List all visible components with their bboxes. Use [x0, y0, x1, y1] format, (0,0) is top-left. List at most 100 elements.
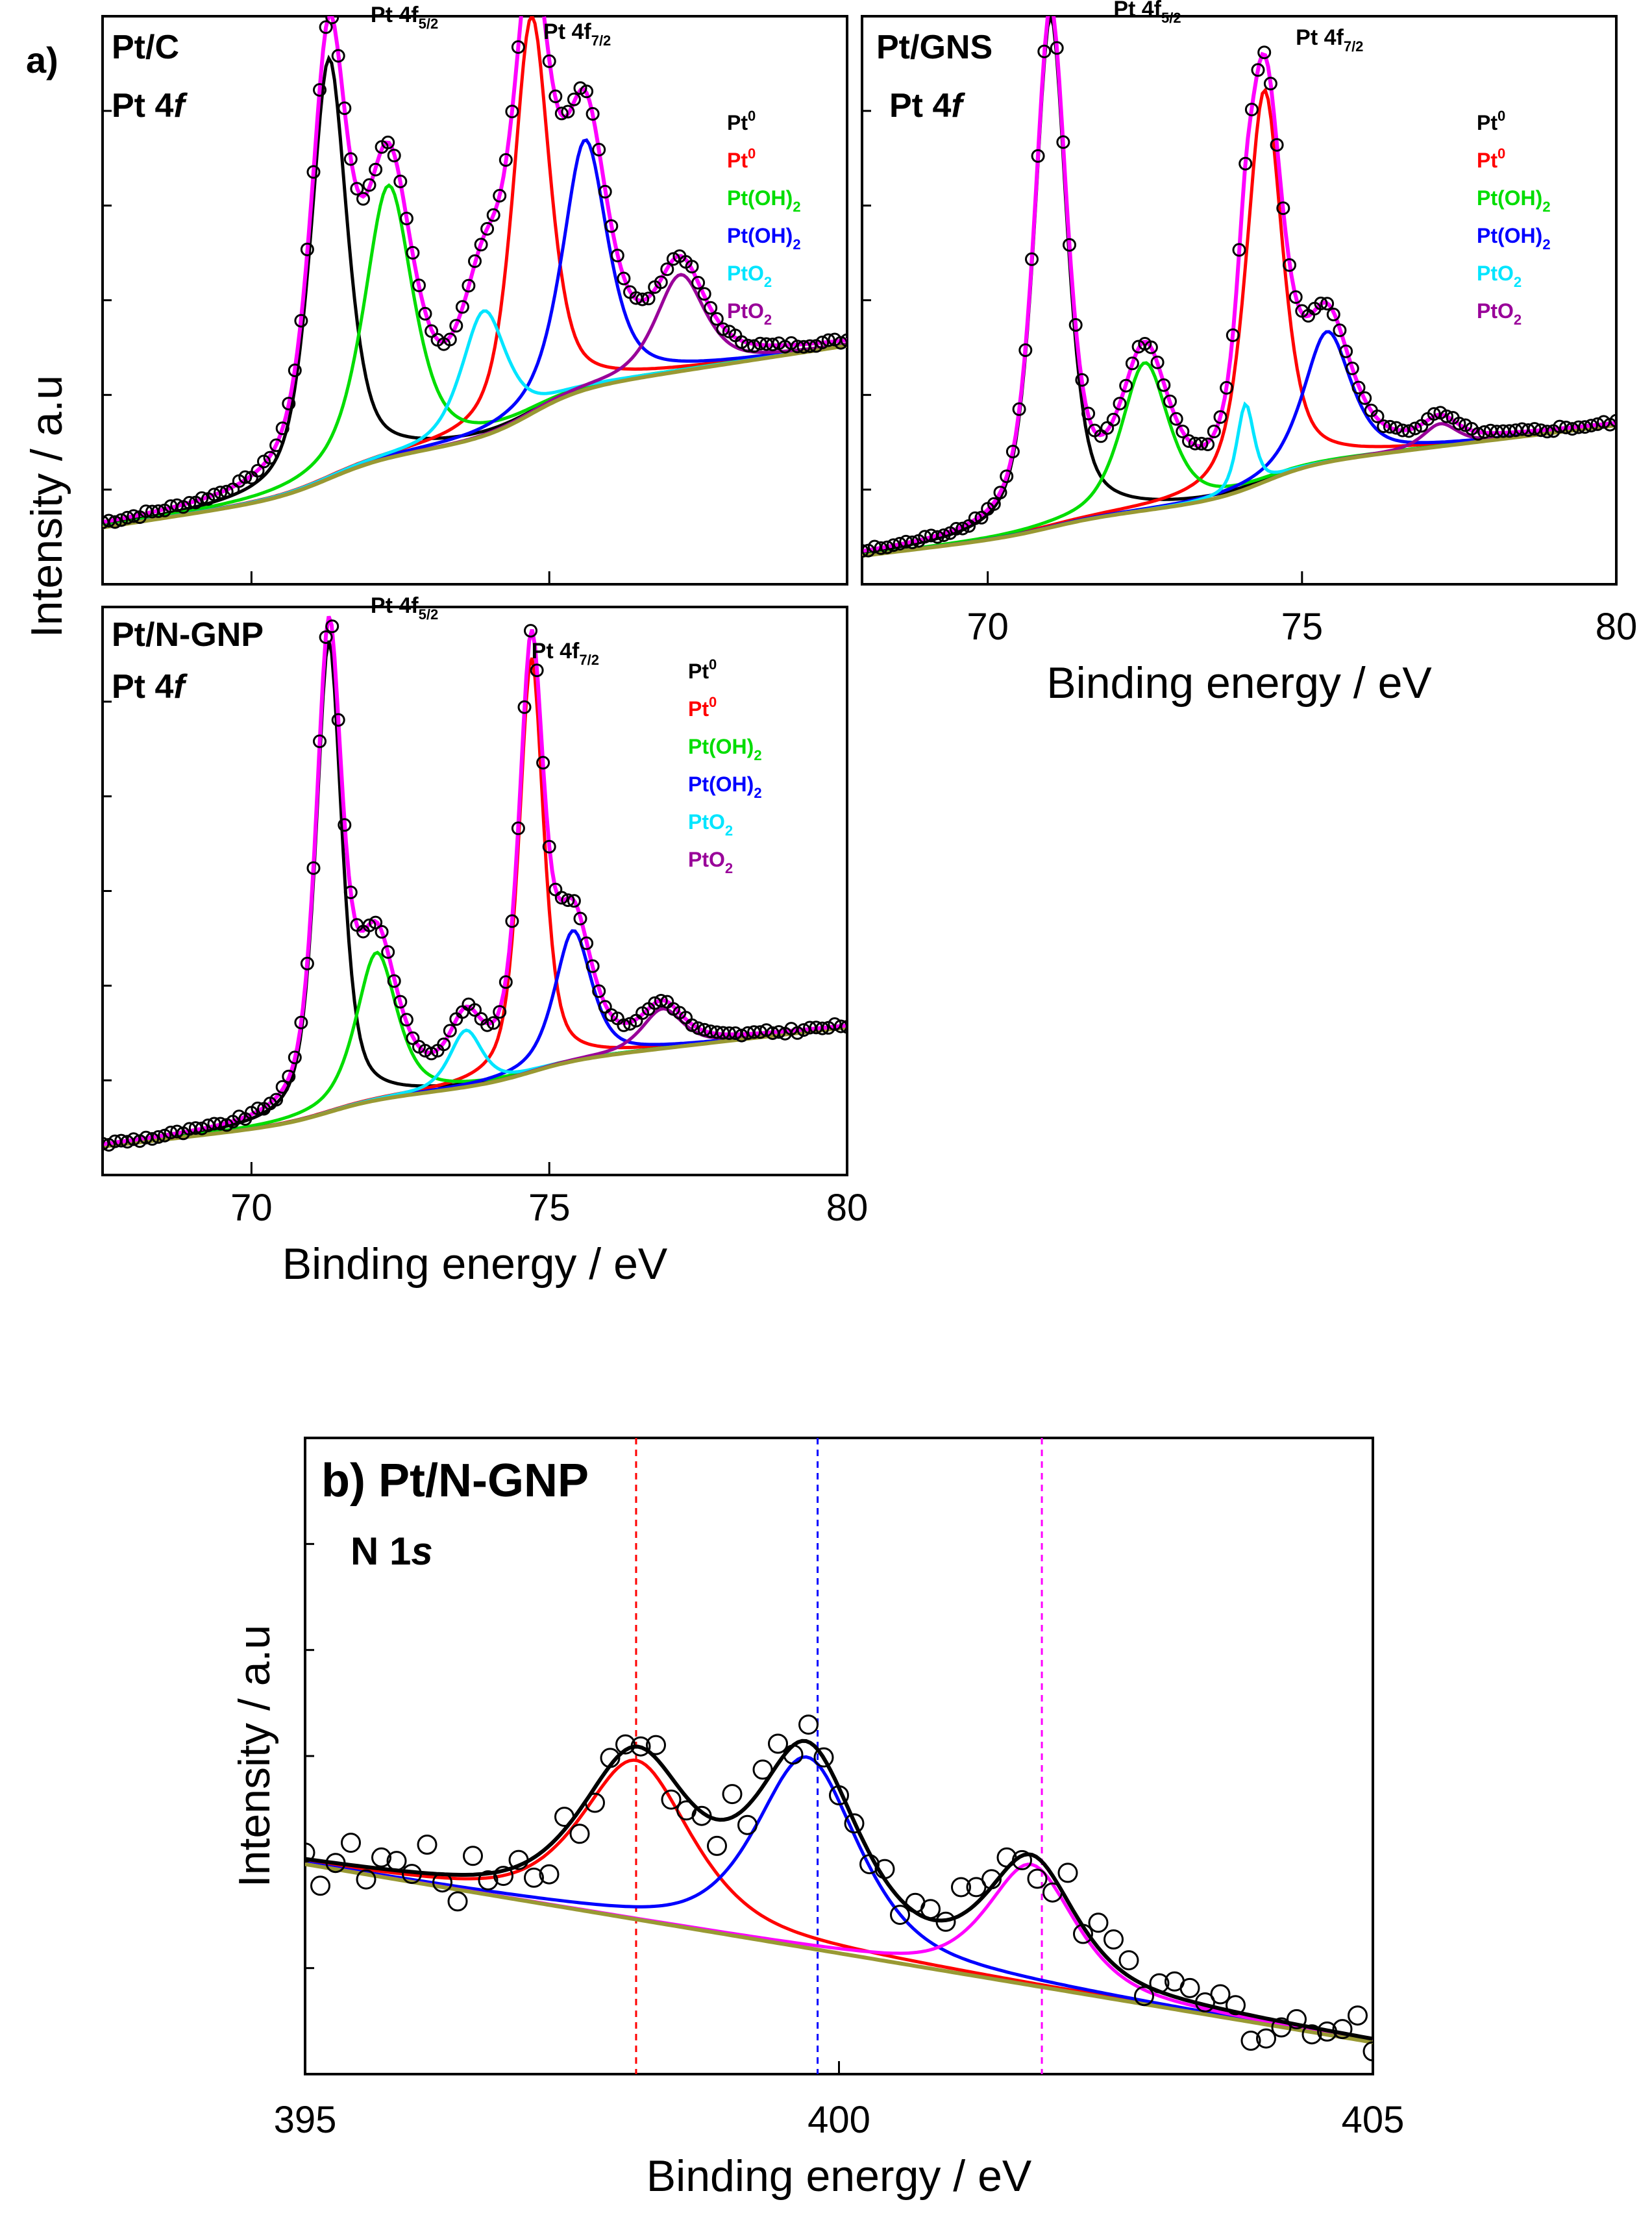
- data-point: [1314, 296, 1328, 310]
- data-point: [1207, 425, 1221, 439]
- data-point: [1239, 156, 1253, 171]
- data-point: [313, 83, 327, 97]
- legend-entry: Pt0: [727, 108, 756, 134]
- data-point: [195, 1121, 209, 1135]
- data-point: [402, 1864, 422, 1885]
- data-point: [1332, 2019, 1353, 2040]
- data-point: [493, 1866, 513, 1887]
- data-point: [1377, 419, 1391, 434]
- panel-subtitle: Pt 4f: [889, 87, 965, 125]
- data-point: [1176, 425, 1190, 439]
- peak-label: Pt 4f7/2: [1296, 25, 1363, 55]
- data-point: [685, 1018, 699, 1032]
- data-point: [1471, 427, 1485, 441]
- x-tick-label: 75: [528, 1187, 571, 1229]
- data-point: [214, 1117, 228, 1131]
- data-point: [1263, 77, 1277, 91]
- data-point: [815, 1021, 830, 1035]
- data-point: [294, 1015, 308, 1030]
- data-point: [893, 537, 907, 551]
- component-peak: [305, 1755, 1373, 2043]
- data-point: [890, 1905, 910, 1925]
- data-point: [1333, 323, 1347, 338]
- y-axis-title: Intensity / a.u: [230, 1625, 279, 1887]
- data-point: [499, 153, 513, 167]
- data-point: [996, 1847, 1017, 1868]
- data-point: [1050, 41, 1064, 55]
- data-point: [275, 421, 290, 436]
- legend-entry: Pt0: [688, 694, 717, 721]
- data-point: [1609, 414, 1616, 428]
- data-point: [803, 339, 817, 353]
- data-point: [906, 535, 919, 549]
- data-point: [1125, 356, 1139, 371]
- data-point: [829, 1785, 849, 1805]
- data-point: [955, 521, 970, 536]
- data-point: [1584, 419, 1598, 433]
- data-point: [114, 513, 129, 527]
- legend-entry: PtO2: [688, 810, 733, 839]
- data-point: [752, 1759, 773, 1780]
- data-point: [600, 1748, 621, 1768]
- x-tick-label: 395: [274, 2099, 337, 2141]
- chart-ptngnp: 70 75 80 Binding energy / eV Pt/N-GNP Pt 4f Pt…: [101, 593, 868, 1289]
- data-point: [646, 1735, 666, 1755]
- data-point: [930, 530, 944, 544]
- data-point: [1226, 328, 1240, 342]
- legend-entry: PtO2: [1477, 299, 1522, 328]
- data-point: [1037, 44, 1052, 58]
- data-point: [561, 893, 575, 908]
- data-point: [813, 1747, 834, 1768]
- data-point: [697, 287, 711, 301]
- data-point: [282, 1069, 296, 1083]
- data-point: [1452, 416, 1466, 430]
- data-point: [127, 509, 141, 523]
- data-point: [170, 498, 184, 512]
- data-point: [486, 1016, 500, 1030]
- x-axis-title: Binding energy / eV: [282, 1239, 668, 1289]
- data-point: [697, 1022, 711, 1037]
- data-point: [1182, 434, 1196, 448]
- peak-label: Pt 4f7/2: [532, 639, 599, 668]
- data-point: [145, 1132, 159, 1146]
- data-point: [615, 1734, 635, 1755]
- y-axis-label-a: Intensity / a.u: [22, 375, 71, 637]
- data-point: [350, 182, 364, 196]
- panel-subtitle: Pt 4f: [112, 668, 188, 706]
- data-point: [343, 885, 358, 900]
- legend-entry: Pt0: [1477, 145, 1505, 172]
- data-point: [462, 278, 476, 293]
- data-point: [874, 541, 888, 555]
- data-point: [1150, 355, 1165, 369]
- data-point: [833, 336, 847, 350]
- legend-entry: Pt(OH)2: [727, 224, 801, 253]
- panel-title: Pt/C: [112, 29, 179, 66]
- data-point: [561, 105, 575, 119]
- data-point: [1565, 422, 1579, 436]
- data-point: [381, 945, 395, 959]
- data-point: [1042, 1882, 1063, 1903]
- data-point: [437, 1037, 451, 1052]
- data-point: [709, 312, 724, 326]
- data-point: [480, 222, 495, 236]
- data-point: [1012, 402, 1026, 416]
- data-point: [386, 1851, 407, 1872]
- data-point: [263, 451, 277, 465]
- data-point: [592, 143, 606, 156]
- fit-envelope: [103, 615, 847, 1146]
- data-point: [493, 189, 507, 203]
- data-point: [1195, 1992, 1215, 2012]
- chart-ptc: Pt/C Pt 4f Pt 4f5/2 Pt 4f7/2 Pt0 Pt0 Pt(OH)2 Pt…: [101, 3, 848, 586]
- data-point: [1288, 290, 1303, 304]
- data-point: [554, 891, 569, 905]
- data-point: [393, 995, 408, 1009]
- data-point: [981, 1869, 1002, 1890]
- data-point: [765, 338, 780, 352]
- data-point: [1370, 409, 1385, 423]
- background-line: [103, 343, 847, 530]
- data-point: [170, 1124, 184, 1139]
- data-point: [319, 20, 333, 34]
- data-point: [511, 40, 525, 54]
- background-line: [305, 1862, 1373, 2044]
